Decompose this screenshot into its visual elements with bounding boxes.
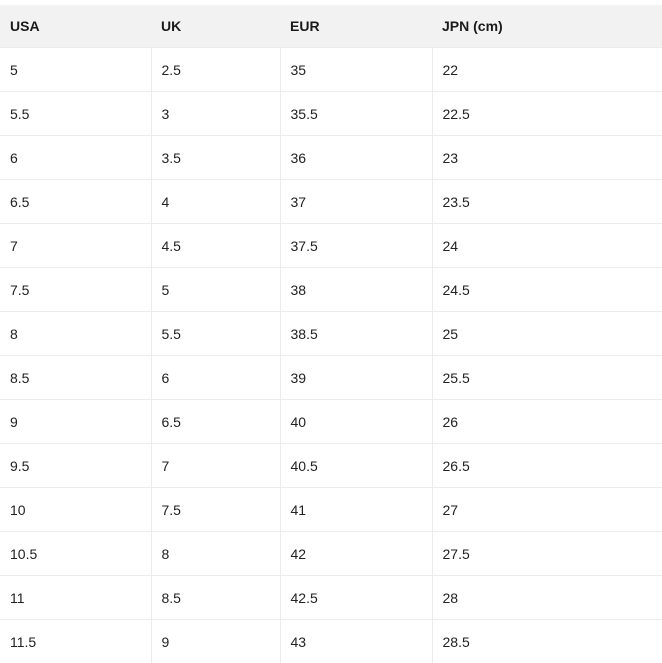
table-cell: 37 (280, 180, 432, 224)
table-cell: 6.5 (151, 400, 280, 444)
table-cell: 24.5 (432, 268, 662, 312)
column-header: USA (0, 5, 151, 48)
table-cell: 41 (280, 488, 432, 532)
column-header: EUR (280, 5, 432, 48)
table-cell: 26.5 (432, 444, 662, 488)
table-cell: 5 (0, 48, 151, 92)
table-cell: 25.5 (432, 356, 662, 400)
column-header: JPN (cm) (432, 5, 662, 48)
table-cell: 7 (151, 444, 280, 488)
table-cell: 38.5 (280, 312, 432, 356)
table-cell: 9 (0, 400, 151, 444)
table-cell: 2.5 (151, 48, 280, 92)
table-cell: 35 (280, 48, 432, 92)
table-cell: 5.5 (151, 312, 280, 356)
table-cell: 28.5 (432, 620, 662, 663)
table-cell: 23 (432, 136, 662, 180)
table-cell: 23.5 (432, 180, 662, 224)
table-cell: 11.5 (0, 620, 151, 663)
table-cell: 9 (151, 620, 280, 663)
table-cell: 37.5 (280, 224, 432, 268)
table-cell: 8.5 (151, 576, 280, 620)
table-cell: 4.5 (151, 224, 280, 268)
table-cell: 5.5 (0, 92, 151, 136)
table-cell: 7 (0, 224, 151, 268)
table-cell: 3.5 (151, 136, 280, 180)
table-cell: 43 (280, 620, 432, 663)
table-cell: 42 (280, 532, 432, 576)
table-cell: 35.5 (280, 92, 432, 136)
table-cell: 7.5 (151, 488, 280, 532)
table-cell: 40.5 (280, 444, 432, 488)
table-cell: 36 (280, 136, 432, 180)
table-cell: 4 (151, 180, 280, 224)
table-cell: 25 (432, 312, 662, 356)
table-cell: 6.5 (0, 180, 151, 224)
table-cell: 8.5 (0, 356, 151, 400)
table-cell: 7.5 (0, 268, 151, 312)
table-cell: 8 (151, 532, 280, 576)
table-cell: 10 (0, 488, 151, 532)
table-cell: 11 (0, 576, 151, 620)
table-cell: 22 (432, 48, 662, 92)
table-cell: 8 (0, 312, 151, 356)
table-cell: 42.5 (280, 576, 432, 620)
table-cell: 10.5 (0, 532, 151, 576)
table-cell: 26 (432, 400, 662, 444)
table-cell: 38 (280, 268, 432, 312)
table-cell: 40 (280, 400, 432, 444)
table-cell: 24 (432, 224, 662, 268)
table-cell: 6 (151, 356, 280, 400)
table-cell: 27 (432, 488, 662, 532)
column-header: UK (151, 5, 280, 48)
table-cell: 5 (151, 268, 280, 312)
table-cell: 6 (0, 136, 151, 180)
table-cell: 22.5 (432, 92, 662, 136)
table-cell: 27.5 (432, 532, 662, 576)
table-cell: 39 (280, 356, 432, 400)
table-cell: 3 (151, 92, 280, 136)
table-cell: 28 (432, 576, 662, 620)
table-cell: 9.5 (0, 444, 151, 488)
